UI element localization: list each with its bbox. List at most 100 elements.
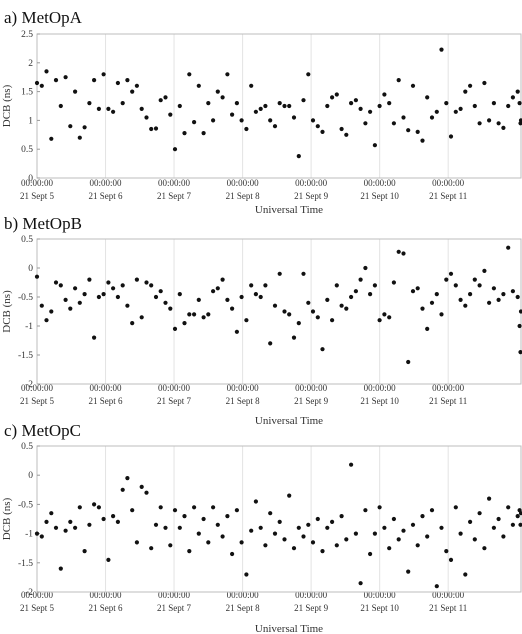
- y-tick-label: -0.5: [18, 293, 33, 303]
- data-point: [206, 101, 211, 106]
- data-point: [368, 551, 373, 557]
- data-point: [444, 101, 449, 106]
- y-tick-label: -0.5: [18, 500, 33, 510]
- data-point: [192, 120, 197, 125]
- data-point: [406, 569, 411, 574]
- data-point: [330, 318, 335, 323]
- data-point: [158, 98, 163, 103]
- x-tick-time-label: 00:00:00: [21, 590, 54, 600]
- data-point: [68, 124, 73, 129]
- data-point: [349, 294, 354, 300]
- data-point: [134, 540, 139, 545]
- x-axis-label: Universal Time: [255, 623, 323, 634]
- data-point: [372, 143, 377, 148]
- data-point: [320, 129, 325, 134]
- data-point: [358, 106, 363, 111]
- data-point: [92, 78, 97, 83]
- data-point: [429, 115, 435, 120]
- data-point: [158, 505, 163, 510]
- data-point: [368, 109, 373, 114]
- data-point: [363, 265, 368, 271]
- data-point: [258, 106, 263, 111]
- data-point: [73, 89, 78, 94]
- data-point: [510, 522, 515, 527]
- y-axis-label: DCB (ns): [1, 84, 13, 127]
- data-point: [401, 115, 406, 120]
- data-point: [225, 514, 230, 519]
- data-point: [410, 83, 416, 88]
- data-point: [339, 514, 344, 519]
- data-point: [187, 312, 192, 317]
- data-point: [153, 126, 159, 131]
- data-point: [139, 106, 144, 111]
- data-point: [444, 549, 449, 554]
- data-point: [487, 300, 492, 305]
- data-point: [420, 138, 425, 143]
- data-point: [406, 128, 411, 133]
- y-tick-label: -1.5: [18, 351, 33, 361]
- data-point: [296, 154, 301, 159]
- data-point: [296, 321, 301, 326]
- data-point: [77, 135, 82, 140]
- data-point: [518, 511, 522, 516]
- data-point: [372, 283, 377, 288]
- y-tick-label: 1.5: [21, 88, 33, 98]
- data-point: [211, 118, 216, 123]
- data-point: [44, 318, 49, 323]
- data-point: [182, 131, 187, 136]
- x-axis-label: Universal Time: [255, 204, 323, 216]
- data-point: [518, 350, 522, 355]
- data-point: [149, 126, 154, 132]
- data-point: [220, 95, 225, 100]
- data-point: [439, 47, 444, 52]
- x-tick-time-label: 00:00:00: [432, 383, 465, 393]
- data-point: [206, 540, 211, 545]
- data-point: [358, 581, 363, 586]
- x-tick-time-label: 00:00:00: [227, 383, 260, 393]
- data-point: [306, 72, 311, 77]
- x-tick-date-label: 21 Sept 7: [157, 191, 192, 201]
- data-point: [482, 546, 487, 551]
- data-point: [287, 312, 292, 317]
- data-point: [58, 566, 63, 571]
- data-point: [192, 312, 197, 317]
- data-point: [310, 309, 316, 314]
- data-point: [196, 531, 201, 536]
- data-point: [87, 277, 92, 282]
- data-point: [518, 118, 522, 123]
- data-point: [448, 271, 454, 276]
- data-point: [468, 292, 473, 297]
- data-point: [458, 297, 463, 302]
- data-point: [82, 125, 87, 130]
- data-point: [349, 101, 354, 106]
- data-point: [353, 289, 358, 294]
- data-point: [472, 103, 477, 109]
- data-point: [168, 543, 173, 548]
- data-point: [244, 126, 249, 132]
- data-point: [344, 132, 349, 137]
- data-point: [382, 92, 387, 97]
- data-point: [130, 89, 135, 94]
- y-tick-label: -2: [25, 588, 33, 598]
- data-point: [491, 101, 496, 106]
- x-tick-date-label: 21 Sept 10: [360, 603, 399, 613]
- x-tick-time-label: 00:00:00: [227, 178, 260, 188]
- data-point: [96, 505, 101, 510]
- data-point: [353, 98, 358, 103]
- data-point: [149, 283, 154, 288]
- data-point: [282, 103, 287, 109]
- data-point: [263, 103, 268, 109]
- x-tick-time-label: 00:00:00: [158, 383, 191, 393]
- data-point: [434, 109, 439, 114]
- data-point: [101, 72, 106, 77]
- data-point: [391, 516, 396, 522]
- data-point: [372, 531, 377, 536]
- data-point: [301, 534, 306, 539]
- data-point: [406, 359, 411, 365]
- data-point: [453, 283, 458, 288]
- data-point: [334, 283, 339, 288]
- data-point: [510, 289, 515, 294]
- data-point: [120, 283, 125, 288]
- data-point: [249, 528, 254, 533]
- data-point: [215, 286, 220, 291]
